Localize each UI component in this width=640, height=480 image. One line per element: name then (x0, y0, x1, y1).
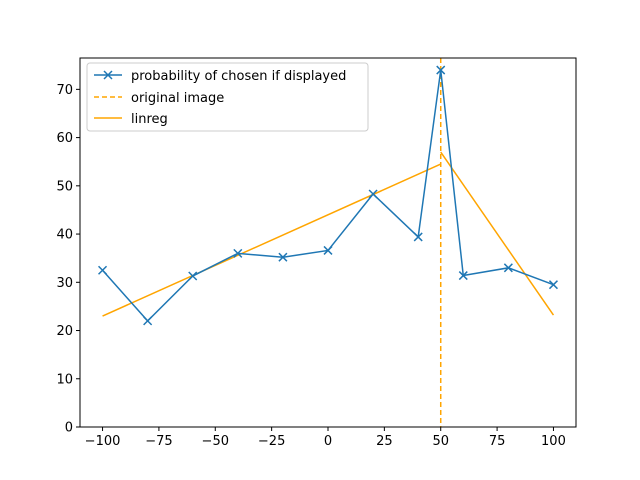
x-tick-label: 0 (324, 434, 332, 449)
linreg-segment-2 (440, 151, 555, 316)
legend-label-probability: probability of chosen if displayed (131, 69, 346, 84)
probability-point (233, 248, 243, 258)
probability-point (368, 189, 378, 199)
x-tick-label: 100 (541, 434, 566, 449)
y-tick-label: 40 (56, 228, 73, 243)
probability-point (458, 271, 468, 281)
y-tick-label: 60 (56, 131, 73, 146)
y-tick-label: 30 (56, 276, 73, 291)
legend: probability of chosen if displayed origi… (86, 62, 369, 132)
axis-ticks: −100 −75 −50 −25 0 25 50 75 100 0 10 20 30 40 50 60 70 (56, 83, 565, 449)
x-tick-label: −50 (202, 434, 229, 449)
probability-point (548, 280, 558, 290)
probability-point (188, 271, 198, 281)
x-tick-label: −75 (145, 434, 172, 449)
probability-point (503, 263, 513, 273)
x-tick-label: 50 (432, 434, 449, 449)
probability-point (323, 245, 333, 255)
legend-label-original-image: original image (131, 91, 224, 106)
legend-box (86, 62, 369, 132)
probability-point (436, 65, 446, 75)
legend-swatch-probability-marker (103, 70, 113, 80)
legend-label-linreg: linreg (131, 112, 168, 127)
x-tick-label: 25 (376, 434, 393, 449)
x-tick-label: −100 (85, 434, 121, 449)
probability-point (413, 232, 423, 242)
y-tick-label: 10 (56, 372, 73, 387)
linreg-segment-1 (102, 163, 442, 317)
x-tick-label: 75 (489, 434, 506, 449)
probability-series-line (101, 69, 554, 322)
y-tick-label: 20 (56, 324, 73, 339)
plot-area (98, 58, 558, 427)
probability-point (98, 265, 108, 275)
y-tick-label: 70 (56, 83, 73, 98)
y-tick-label: 50 (56, 179, 73, 194)
probability-point (143, 316, 153, 326)
x-tick-label: −25 (258, 434, 285, 449)
probability-point (278, 252, 288, 262)
y-tick-label: 0 (65, 421, 73, 436)
